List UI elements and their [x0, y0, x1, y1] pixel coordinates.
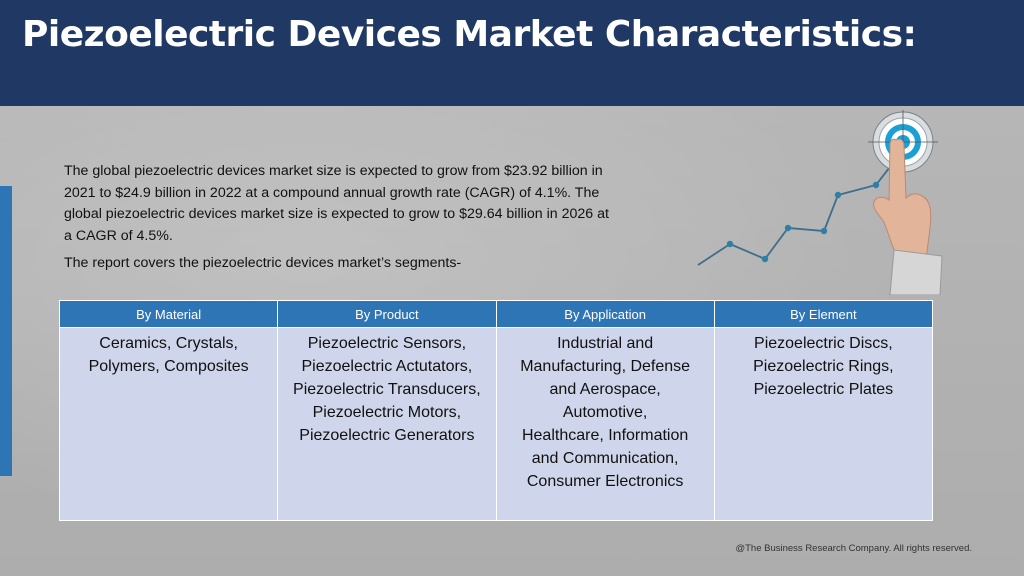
header-bar: Piezoelectric Devices Market Characteris… [0, 0, 1024, 106]
cell-line: Healthcare, Information [521, 427, 689, 444]
table-row: Ceramics, Crystals, Polymers, Composites… [58, 327, 934, 521]
cell-application: Industrial and Manufacturing, Defense an… [495, 327, 715, 521]
cell-line: Industrial and [557, 335, 654, 352]
cell-line: Piezoelectric Discs, [754, 335, 893, 352]
column-header-application: By Application [495, 300, 715, 328]
cell-line: Piezoelectric Rings, [753, 358, 894, 375]
intro-line: global piezoelectric devices market size… [64, 206, 609, 222]
intro-line: The global piezoelectric devices market … [64, 163, 603, 179]
left-accent-bar [0, 186, 12, 476]
cell-line: Polymers, Composites [88, 358, 249, 375]
cell-line: Manufacturing, Defense [520, 358, 691, 375]
page-title: Piezoelectric Devices Market Characteris… [22, 14, 917, 55]
target-touch-growth-icon [697, 110, 943, 295]
cell-line: Automotive, [562, 404, 648, 421]
cell-line: Piezoelectric Actutators, [301, 358, 473, 375]
table-header-row: By Material By Product By Application By… [58, 300, 934, 328]
column-header-element: By Element [713, 300, 934, 328]
cell-line: Consumer Electronics [526, 473, 684, 490]
cell-product: Piezoelectric Sensors, Piezoelectric Act… [277, 327, 497, 521]
cell-line: Piezoelectric Plates [753, 381, 894, 398]
cell-line: Piezoelectric Generators [299, 427, 475, 444]
cell-line: Piezoelectric Motors, [312, 404, 462, 421]
intro-line: 2021 to $24.9 billion in 2022 at a compo… [64, 184, 600, 201]
intro-paragraph: The global piezoelectric devices market … [64, 161, 684, 247]
cell-line: Piezoelectric Transducers, [293, 381, 481, 398]
cell-element: Piezoelectric Discs, Piezoelectric Rings… [713, 327, 934, 521]
segments-intro: The report covers the piezoelectric devi… [64, 255, 462, 271]
cell-line: Piezoelectric Sensors, [307, 335, 467, 352]
cell-line: Ceramics, Crystals, [99, 335, 238, 352]
intro-line: a CAGR of 4.5%. [64, 227, 173, 244]
copyright-footer: @The Business Research Company. All righ… [735, 543, 972, 554]
segments-table: By Material By Product By Application By… [58, 300, 934, 521]
column-header-material: By Material [58, 300, 279, 328]
cell-material: Ceramics, Crystals, Polymers, Composites [58, 327, 279, 521]
cell-line: and Communication, [531, 450, 679, 467]
column-header-product: By Product [277, 300, 497, 328]
cell-line: and Aerospace, [549, 381, 661, 398]
